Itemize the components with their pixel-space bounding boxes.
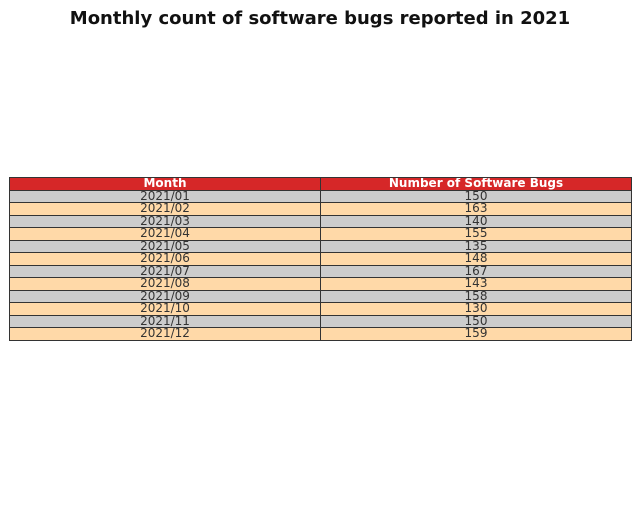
month-cell: 2021/12 [9, 327, 321, 341]
chart-title: Monthly count of software bugs reported … [69, 8, 571, 29]
month-cell: 2021/09 [9, 289, 321, 303]
table-row: 2021/12 159 [9, 327, 632, 341]
bugs-count-cell: 148 [320, 252, 632, 266]
bugs-count-cell: 150 [320, 189, 632, 203]
bugs-count-cell: 135 [320, 239, 632, 253]
bugs-count-cell: 150 [320, 314, 632, 328]
column-header-bugs: Number of Software Bugs [320, 177, 632, 191]
bugs-count-cell: 130 [320, 302, 632, 316]
bugs-count-cell: 167 [320, 264, 632, 278]
bugs-table: Month Number of Software Bugs 2021/01 150… [9, 177, 632, 341]
month-cell: 2021/03 [9, 214, 321, 228]
table-row: 2021/03 140 [9, 214, 632, 228]
table-row: 2021/05 135 [9, 239, 632, 253]
bugs-count-cell: 163 [320, 202, 632, 216]
month-cell: 2021/11 [9, 314, 321, 328]
month-cell: 2021/08 [9, 277, 321, 291]
table-row: 2021/06 148 [9, 252, 632, 266]
bugs-count-cell: 143 [320, 277, 632, 291]
table-row: 2021/11 150 [9, 314, 632, 328]
table-header-row: Month Number of Software Bugs [9, 177, 632, 191]
month-cell: 2021/06 [9, 252, 321, 266]
bugs-count-cell: 159 [320, 327, 632, 341]
table-row: 2021/07 167 [9, 264, 632, 278]
month-cell: 2021/01 [9, 189, 321, 203]
table-row: 2021/10 130 [9, 302, 632, 316]
table-row: 2021/09 158 [9, 289, 632, 303]
table-row: 2021/04 155 [9, 227, 632, 241]
bugs-count-cell: 158 [320, 289, 632, 303]
month-cell: 2021/05 [9, 239, 321, 253]
month-cell: 2021/02 [9, 202, 321, 216]
month-cell: 2021/10 [9, 302, 321, 316]
bugs-count-cell: 155 [320, 227, 632, 241]
month-cell: 2021/04 [9, 227, 321, 241]
table-row: 2021/02 163 [9, 202, 632, 216]
column-header-month: Month [9, 177, 321, 191]
table-row: 2021/08 143 [9, 277, 632, 291]
bugs-count-cell: 140 [320, 214, 632, 228]
month-cell: 2021/07 [9, 264, 321, 278]
table-body: 2021/01 150 2021/02 163 2021/03 140 2021/04 155… [9, 189, 632, 341]
table-row: 2021/01 150 [9, 189, 632, 203]
